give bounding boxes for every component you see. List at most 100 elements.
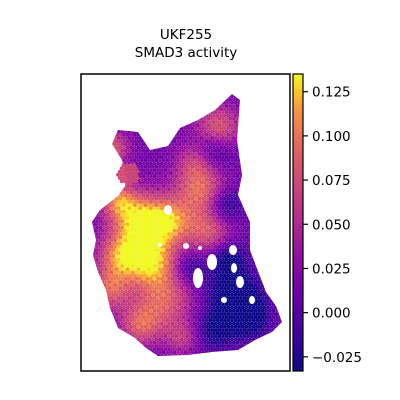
spot [158,222,162,227]
spot [230,235,234,240]
spot [201,164,206,169]
spot [156,315,161,320]
spot [208,196,213,201]
spot [213,238,218,243]
spot [231,180,236,185]
spot [240,235,245,240]
spot [235,180,240,185]
spot [176,203,180,208]
spot [105,232,110,236]
spot [237,228,242,233]
spot [127,244,132,249]
spot [192,206,197,211]
spot [163,193,168,198]
spot [156,187,161,192]
spot [172,286,177,291]
tissue-hole [164,205,172,215]
spot [134,328,139,332]
spot [224,283,229,288]
spot [165,164,170,169]
spot [149,219,153,224]
spot [260,289,265,294]
spot [237,337,242,342]
spot [158,286,162,291]
spot [228,136,233,140]
spot [138,136,143,140]
spot [181,276,186,281]
spot [228,116,233,121]
spot [253,308,258,313]
spot [170,321,175,326]
spot [186,318,191,323]
spot [183,286,188,291]
spot [197,145,202,150]
spot [210,148,215,153]
spot [154,324,159,329]
spot [240,318,245,323]
spot [186,177,191,182]
spot [190,267,195,272]
spot [127,232,132,236]
spot [176,267,180,272]
spot [154,280,159,284]
spot [152,180,157,185]
spot [170,244,175,249]
spot [168,241,173,246]
spot [140,312,144,316]
spot [129,216,134,220]
spot [192,219,197,224]
spot [181,200,186,204]
spot [150,318,155,323]
spot [188,302,193,307]
spot [168,235,173,240]
spot [190,318,195,323]
spot [199,302,204,307]
spot [168,177,173,182]
spot [104,235,108,240]
spot [140,152,144,156]
spot [197,196,202,201]
spot [140,145,144,150]
spot [230,312,234,316]
spot [114,267,119,272]
spot [114,139,119,144]
spot [163,289,168,294]
spot [210,340,215,345]
spot [217,308,222,313]
spot [129,145,134,150]
spot [102,212,107,217]
spot [208,139,213,144]
spot [204,344,209,348]
spot [107,235,112,240]
spot [98,232,103,236]
spot [138,244,143,249]
spot [197,222,202,227]
spot [210,232,215,236]
spot [240,209,245,214]
spot [185,238,189,243]
spot [177,328,182,332]
spot [204,177,209,182]
spot [228,296,233,300]
spot [172,152,177,156]
spot [145,328,150,332]
spot [159,340,164,345]
spot [132,292,137,297]
spot [100,241,105,246]
spot [114,216,119,220]
spot [100,235,105,240]
spot [167,321,171,326]
spot [116,136,121,140]
spot [248,280,252,284]
spot [213,321,218,326]
spot [161,171,166,176]
spot [181,219,186,224]
spot [246,302,251,307]
spot [170,193,175,198]
spot [129,132,134,137]
spot [230,139,234,144]
spot [170,334,175,339]
spot [154,344,159,348]
spot [195,251,200,256]
spot [204,152,209,156]
